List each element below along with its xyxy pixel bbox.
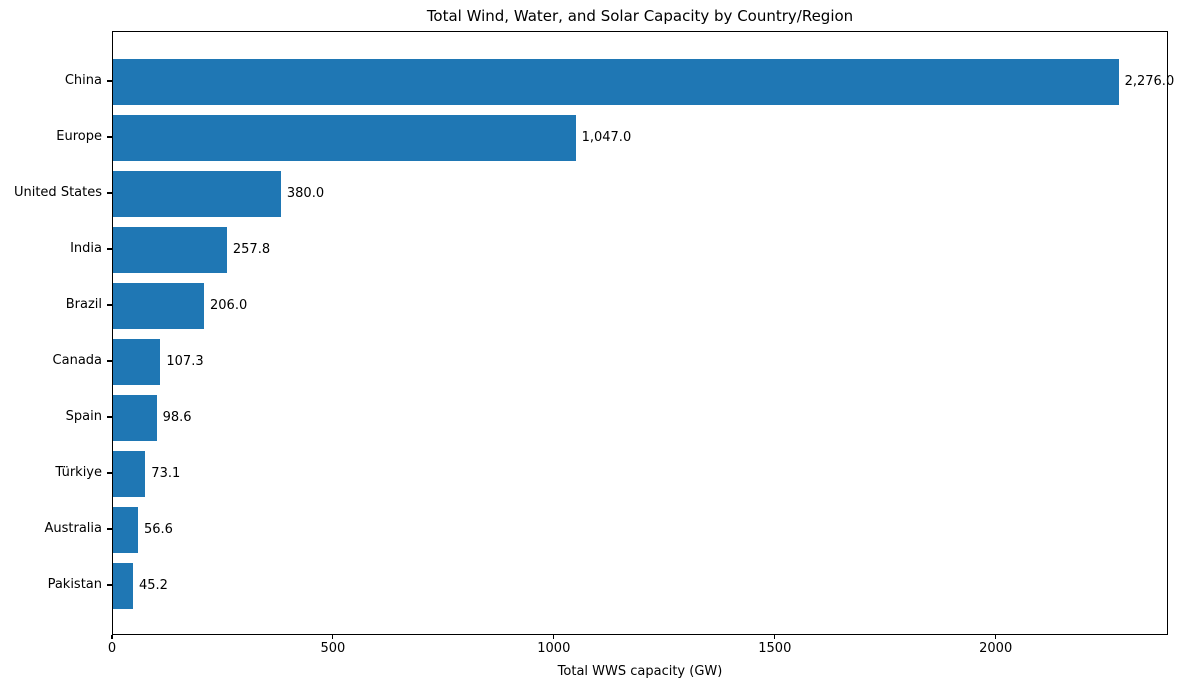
bar-canada bbox=[113, 339, 161, 385]
x-tick-label: 1000 bbox=[537, 641, 571, 656]
x-tick-mark bbox=[111, 635, 113, 639]
y-tick-mark bbox=[107, 472, 112, 474]
y-tick-mark bbox=[107, 248, 112, 250]
x-tick-label: 500 bbox=[320, 641, 346, 656]
y-tick-mark bbox=[107, 528, 112, 530]
bar-australia bbox=[113, 507, 138, 553]
bar-value-label: 73.1 bbox=[151, 466, 181, 481]
y-tick-label: Pakistan bbox=[47, 577, 102, 592]
y-tick-label: United States bbox=[13, 185, 102, 200]
x-tick-mark bbox=[332, 635, 334, 639]
bar-value-label: 2,276.0 bbox=[1124, 74, 1175, 89]
bar-value-label: 206.0 bbox=[210, 298, 248, 313]
bar-value-label: 45.2 bbox=[139, 578, 168, 593]
chart-title: Total Wind, Water, and Solar Capacity by… bbox=[426, 7, 854, 25]
y-tick-mark bbox=[107, 136, 112, 138]
y-tick-label: Spain bbox=[65, 409, 102, 424]
bar-value-label: 107.3 bbox=[166, 354, 204, 369]
x-tick-mark bbox=[774, 635, 776, 639]
bar-spain bbox=[113, 395, 157, 441]
x-tick-label: 1500 bbox=[758, 641, 792, 656]
y-tick-label: Europe bbox=[56, 129, 102, 144]
bar-europe bbox=[113, 115, 576, 161]
x-tick-label: 0 bbox=[107, 641, 117, 656]
x-tick-mark bbox=[995, 635, 997, 639]
bar-value-label: 1,047.0 bbox=[581, 130, 632, 145]
plot-area: 2,276.0 1,047.0 380.0 257.8 206.0 107.3 98.6 73… bbox=[112, 31, 1174, 635]
x-tick-label: 2000 bbox=[979, 641, 1013, 656]
bar-türkiye bbox=[113, 451, 146, 497]
y-tick-label: India bbox=[70, 241, 102, 256]
bar-value-label: 380.0 bbox=[286, 186, 325, 201]
x-tick-mark bbox=[553, 635, 555, 639]
bar-brazil bbox=[113, 283, 204, 329]
y-tick-label: Australia bbox=[44, 521, 102, 536]
y-tick-mark bbox=[107, 584, 112, 586]
y-tick-mark bbox=[107, 304, 112, 306]
x-axis-label: Total WWS capacity (GW) bbox=[557, 664, 723, 679]
bar-value-label: 257.8 bbox=[232, 242, 271, 257]
y-tick-mark bbox=[107, 80, 112, 82]
y-tick-label: Brazil bbox=[65, 297, 102, 312]
bar-india bbox=[113, 227, 227, 273]
bar-china bbox=[113, 59, 1119, 105]
bar-united-states bbox=[113, 171, 281, 217]
bar-value-label: 56.6 bbox=[144, 522, 173, 537]
y-tick-label: Canada bbox=[52, 353, 102, 368]
y-tick-mark bbox=[107, 360, 112, 362]
bar-value-label: 98.6 bbox=[162, 410, 192, 425]
y-tick-label: China bbox=[64, 73, 102, 88]
y-tick-mark bbox=[107, 416, 112, 418]
y-tick-label: Türkiye bbox=[55, 465, 102, 480]
y-tick-mark bbox=[107, 192, 112, 194]
bar-pakistan bbox=[113, 563, 133, 609]
